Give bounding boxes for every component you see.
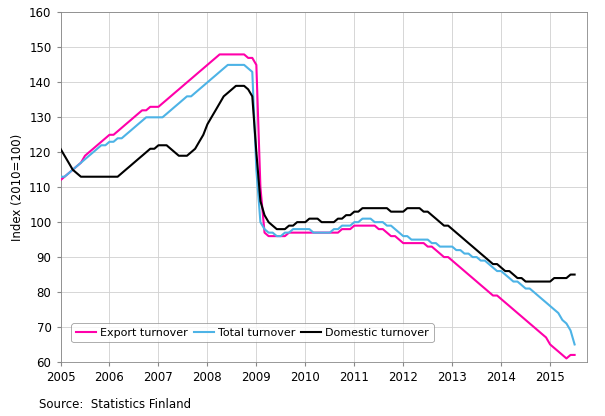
Domestic turnover	[571, 272, 578, 277]
Text: Source:  Statistics Finland: Source: Statistics Finland	[39, 398, 191, 411]
Domestic turnover	[359, 206, 366, 210]
Total turnover	[538, 297, 546, 302]
Export turnover	[367, 223, 374, 228]
Domestic turnover	[494, 262, 501, 267]
Domestic turnover	[57, 146, 64, 151]
Domestic turnover	[387, 209, 394, 214]
Domestic turnover	[522, 279, 529, 284]
Export turnover	[538, 332, 546, 337]
Total turnover	[359, 216, 366, 221]
Line: Total turnover: Total turnover	[60, 65, 575, 344]
Domestic turnover	[81, 174, 88, 179]
Export turnover	[563, 356, 570, 361]
Export turnover	[494, 293, 501, 298]
Total turnover	[367, 216, 374, 221]
Export turnover	[81, 153, 88, 158]
Export turnover	[359, 223, 366, 228]
Total turnover	[81, 157, 88, 162]
Line: Domestic turnover: Domestic turnover	[60, 86, 575, 282]
Export turnover	[57, 178, 64, 183]
Total turnover	[224, 62, 232, 67]
Total turnover	[494, 269, 501, 274]
Total turnover	[571, 342, 578, 347]
Y-axis label: Index (2010=100): Index (2010=100)	[10, 134, 24, 241]
Line: Export turnover: Export turnover	[60, 54, 575, 359]
Domestic turnover	[543, 279, 550, 284]
Domestic turnover	[232, 83, 240, 88]
Export turnover	[571, 352, 578, 357]
Total turnover	[387, 223, 394, 228]
Legend: Export turnover, Total turnover, Domestic turnover: Export turnover, Total turnover, Domesti…	[71, 323, 434, 342]
Domestic turnover	[367, 206, 374, 210]
Total turnover	[57, 174, 64, 179]
Export turnover	[216, 52, 223, 57]
Export turnover	[387, 234, 394, 239]
